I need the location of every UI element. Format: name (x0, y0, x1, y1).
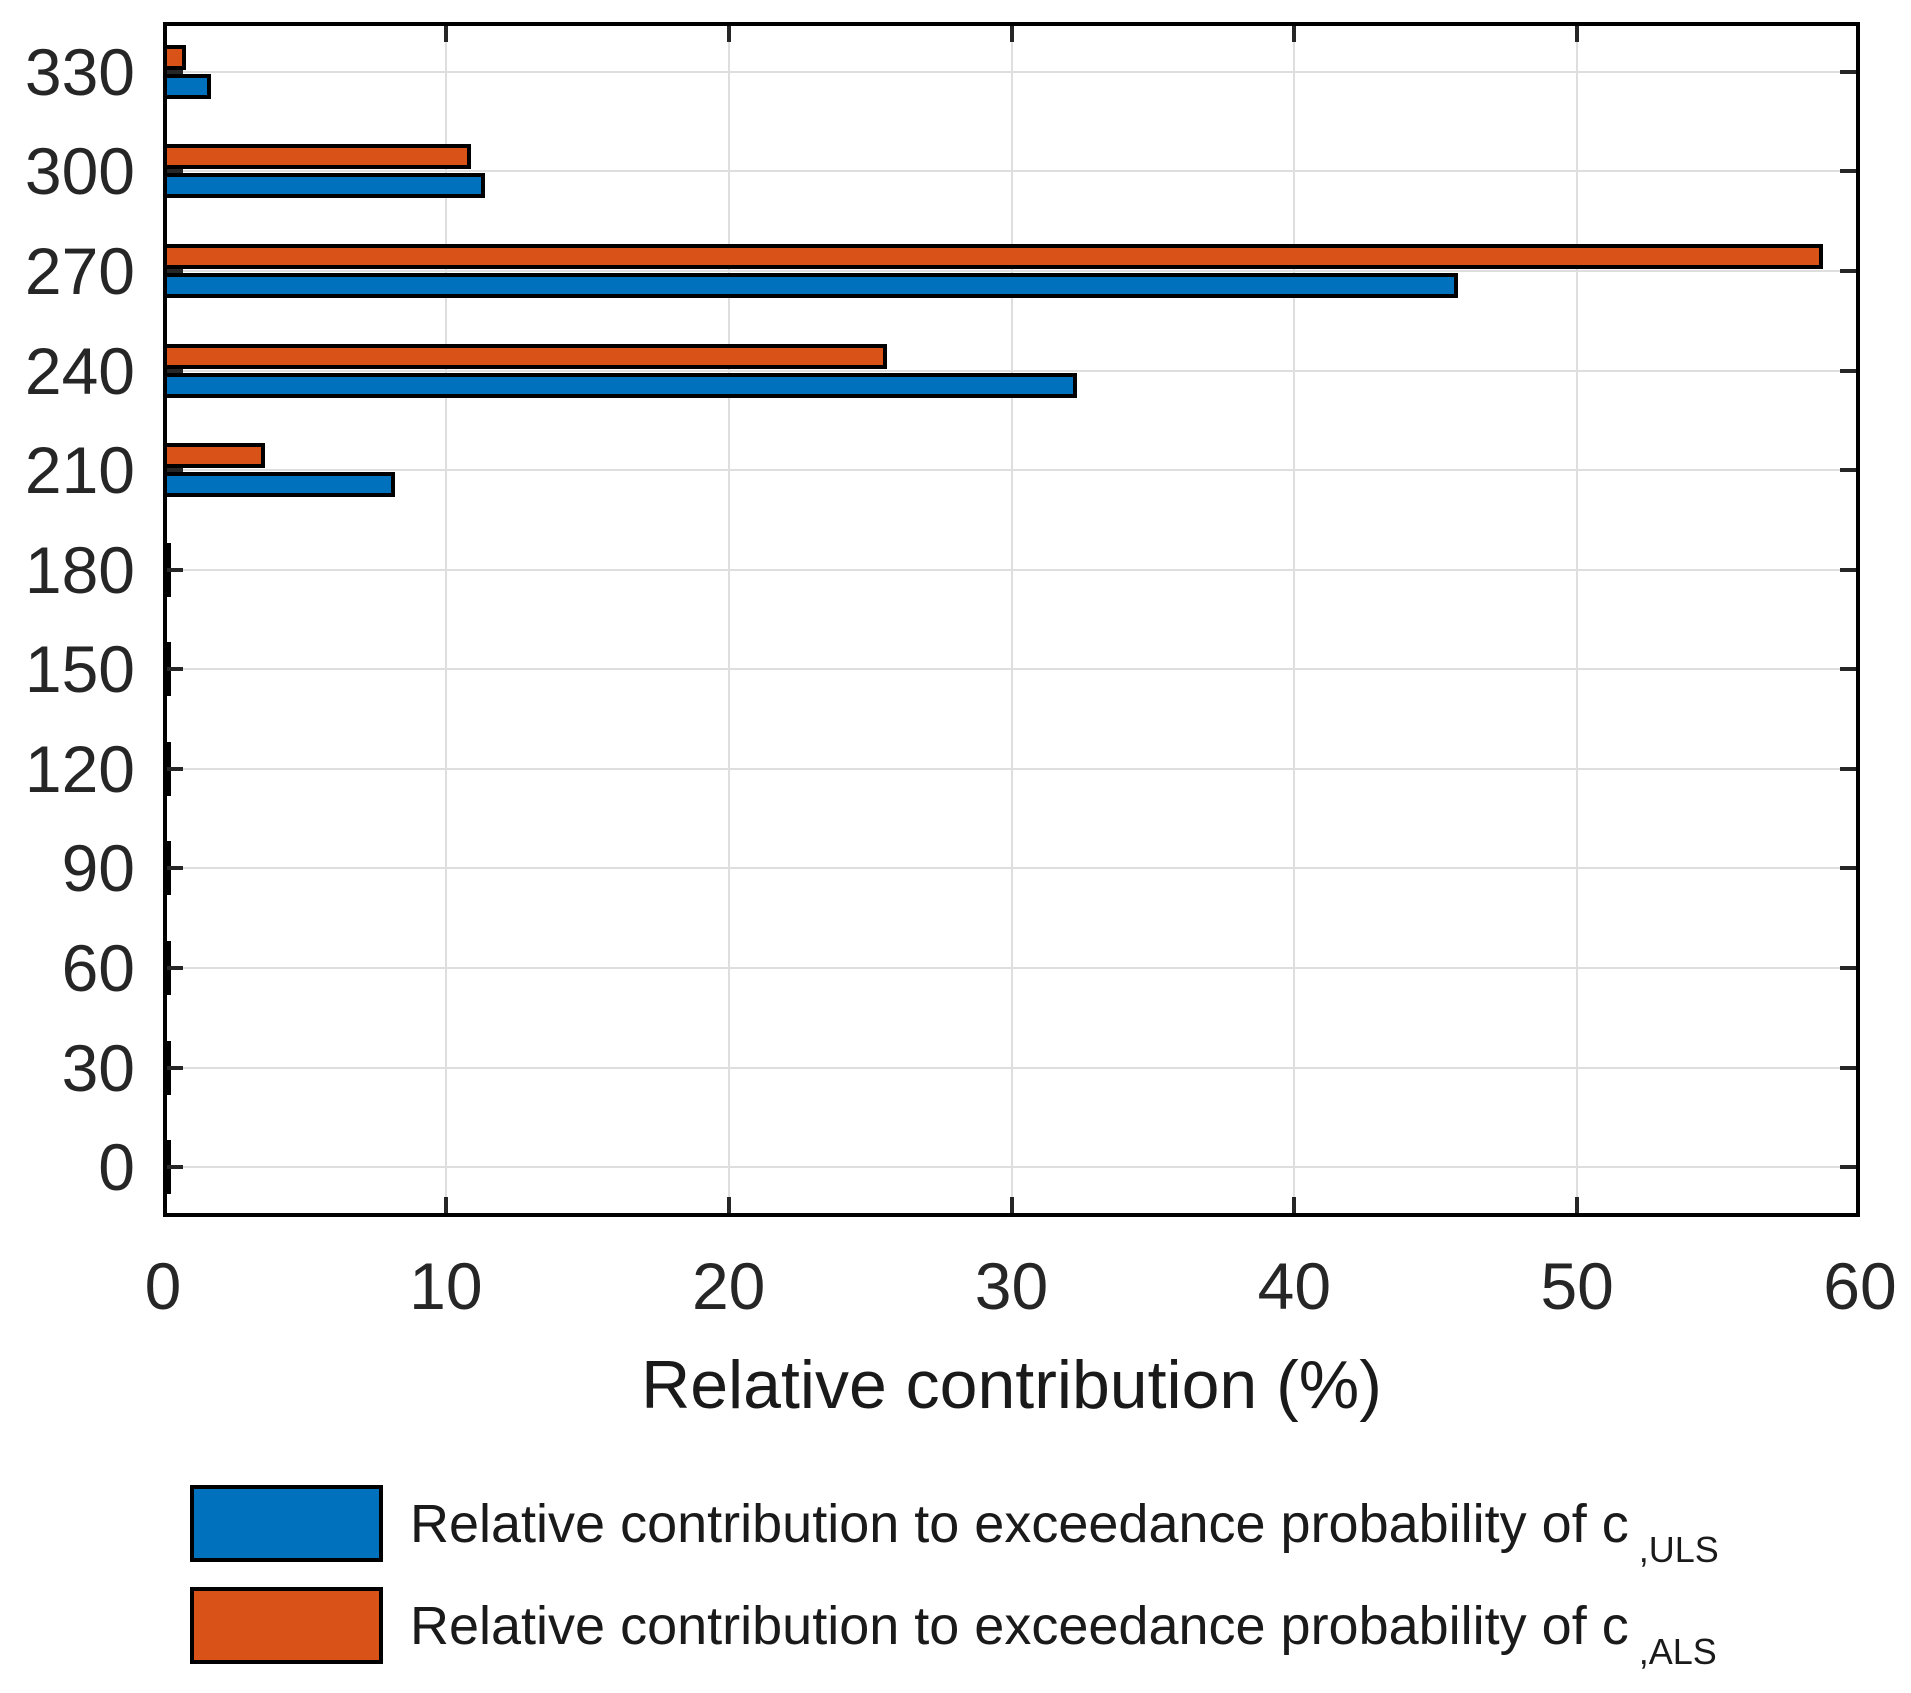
axis-spine-top (163, 22, 1860, 26)
gridline-vertical (1293, 22, 1296, 1217)
x-tick-label-10: 10 (409, 1249, 483, 1323)
bar-uls-210 (163, 472, 395, 498)
y-tick-right (1840, 766, 1856, 771)
gridline-horizontal (163, 767, 1860, 770)
x-tick-top (1575, 26, 1580, 42)
y-tick-label-300: 300 (24, 134, 135, 209)
y-tick-label-120: 120 (24, 731, 135, 806)
gridline-horizontal (163, 70, 1860, 73)
plot-area (163, 22, 1860, 1217)
y-tick-right (1840, 69, 1856, 74)
gridline-horizontal (163, 1066, 1860, 1069)
x-tick-label-0: 0 (144, 1249, 182, 1323)
y-tick-right (1840, 567, 1856, 572)
y-tick-left (167, 368, 183, 373)
gridline-horizontal (163, 1166, 1860, 1169)
legend-label-uls: Relative contribution to exceedance prob… (410, 1485, 1719, 1570)
y-tick-label-60: 60 (61, 931, 135, 1006)
y-tick-label-0: 0 (98, 1130, 135, 1205)
y-tick-label-150: 150 (24, 632, 135, 707)
y-tick-left (167, 268, 183, 273)
gridline-horizontal (163, 568, 1860, 571)
y-tick-right (1840, 169, 1856, 174)
bar-uls-240 (163, 372, 1077, 398)
gridline-horizontal (163, 668, 1860, 671)
y-tick-left (167, 966, 183, 971)
y-tick-label-90: 90 (61, 831, 135, 906)
x-tick-label-40: 40 (1257, 1249, 1332, 1323)
legend-label-als: Relative contribution to exceedance prob… (410, 1587, 1717, 1672)
y-tick-left (167, 69, 183, 74)
bar-uls-330 (163, 73, 212, 99)
bar-als-210 (163, 443, 265, 469)
legend-text-subscript: ,ALS (1638, 1630, 1717, 1672)
x-tick-bottom (443, 1197, 448, 1213)
y-tick-right (1840, 966, 1856, 971)
gridline-horizontal (163, 269, 1860, 272)
x-tick-top (726, 26, 731, 42)
y-tick-left (167, 766, 183, 771)
y-tick-label-30: 30 (61, 1030, 135, 1105)
y-tick-right (1840, 1165, 1856, 1170)
x-tick-bottom (1292, 1197, 1297, 1213)
bar-als-300 (163, 144, 472, 170)
x-tick-label-60: 60 (1823, 1249, 1897, 1323)
y-tick-left (167, 667, 183, 672)
y-tick-left (167, 567, 183, 572)
gridline-vertical (727, 22, 730, 1217)
y-tick-left (167, 1065, 183, 1070)
gridline-horizontal (163, 369, 1860, 372)
gridline-vertical (1010, 22, 1013, 1217)
y-tick-label-270: 270 (24, 233, 135, 308)
x-tick-top (1292, 26, 1297, 42)
y-tick-label-180: 180 (24, 532, 135, 607)
bar-als-240 (163, 343, 888, 369)
x-axis-title: Relative contribution (%) (641, 1347, 1382, 1423)
x-tick-top (1009, 26, 1014, 42)
y-tick-right (1840, 866, 1856, 871)
y-tick-right (1840, 368, 1856, 373)
y-tick-left (167, 468, 183, 473)
y-tick-right (1840, 1065, 1856, 1070)
gridline-horizontal (163, 469, 1860, 472)
legend-text-main: Relative contribution to exceedance prob… (410, 1493, 1629, 1554)
x-tick-bottom (1009, 1197, 1014, 1213)
y-tick-label-210: 210 (24, 433, 135, 508)
y-tick-left (167, 169, 183, 174)
y-tick-label-240: 240 (24, 333, 135, 408)
x-tick-top (443, 26, 448, 42)
legend-swatch-als (190, 1587, 383, 1664)
y-tick-right (1840, 468, 1856, 473)
bar-uls-300 (163, 173, 486, 199)
y-tick-left (167, 1165, 183, 1170)
gridline-horizontal (163, 170, 1860, 173)
x-tick-label-20: 20 (691, 1249, 766, 1323)
gridline-vertical (1576, 22, 1579, 1217)
legend-swatch-uls (190, 1485, 383, 1562)
axis-spine-bottom (163, 1213, 1860, 1217)
gridline-vertical (444, 22, 447, 1217)
y-tick-label-330: 330 (24, 34, 135, 109)
y-tick-left (167, 866, 183, 871)
x-tick-label-50: 50 (1540, 1249, 1614, 1323)
gridline-horizontal (163, 867, 1860, 870)
legend-text-main: Relative contribution to exceedance prob… (410, 1595, 1629, 1656)
bar-uls-270 (163, 272, 1459, 298)
y-tick-right (1840, 268, 1856, 273)
y-tick-right (1840, 667, 1856, 672)
x-tick-bottom (726, 1197, 731, 1213)
x-tick-bottom (1575, 1197, 1580, 1213)
bar-als-270 (163, 243, 1824, 269)
axis-spine-right (1856, 22, 1860, 1217)
x-tick-label-30: 30 (974, 1249, 1049, 1323)
gridline-horizontal (163, 967, 1860, 970)
legend-text-subscript: ,ULS (1638, 1528, 1719, 1570)
axis-spine-left (163, 22, 167, 1217)
